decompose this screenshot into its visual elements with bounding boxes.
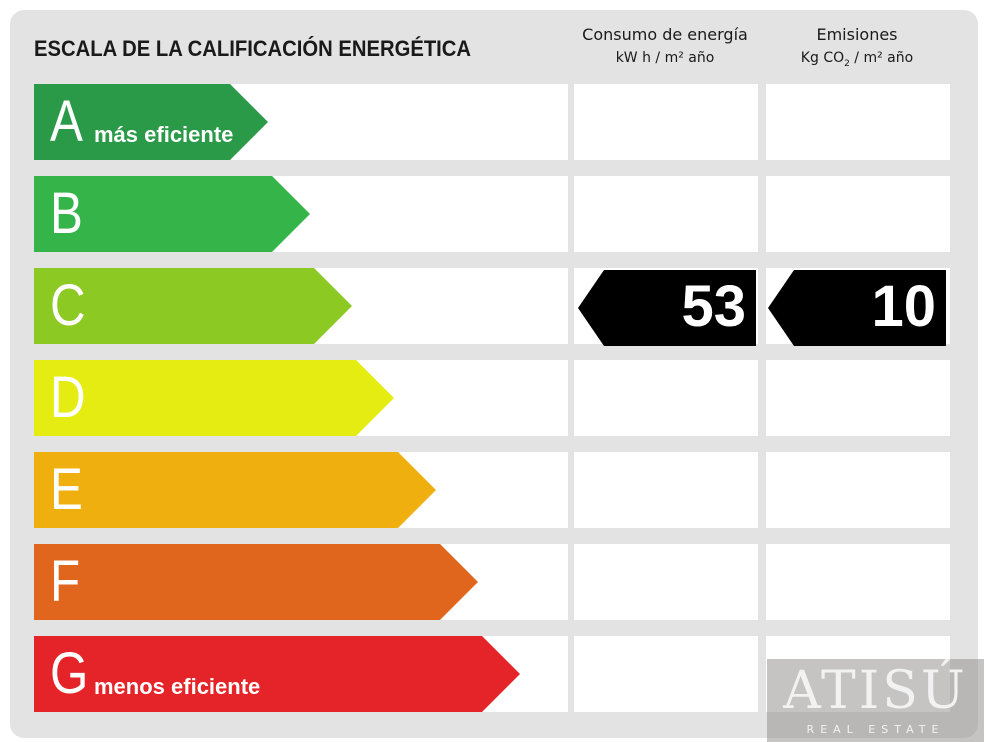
- rating-letter: B: [50, 181, 83, 246]
- emissions-value-marker-text: 10: [871, 274, 936, 339]
- rating-arrow-d: D: [34, 360, 394, 436]
- energy-value-marker-text: 53: [681, 274, 746, 339]
- rating-letter: A: [50, 89, 83, 154]
- energy-column-label: Consumo de energía: [582, 25, 748, 44]
- energy-cell-d: [574, 360, 758, 436]
- energy-cell-a: [574, 84, 758, 160]
- rating-letter: D: [50, 365, 86, 430]
- emissions-column-unit: Kg CO2 / m² año: [800, 50, 914, 69]
- emissions-cell-f: [766, 544, 950, 620]
- rating-letter: F: [50, 549, 81, 614]
- rating-letter: E: [50, 457, 83, 522]
- energy-cell-b: [574, 176, 758, 252]
- brand-name: ATISÚ: [783, 661, 968, 721]
- emissions-value-marker: 10: [768, 270, 946, 346]
- rating-arrow-c: C: [34, 268, 352, 344]
- energy-column-unit: kW h / m² año: [615, 50, 715, 66]
- emissions-cell-b: [766, 176, 950, 252]
- rating-sublabel: más eficiente: [94, 122, 234, 147]
- rating-arrow-e: E: [34, 452, 436, 528]
- rating-arrow-b: B: [34, 176, 310, 252]
- energy-cell-e: [574, 452, 758, 528]
- brand-tagline: REAL ESTATE: [806, 723, 945, 736]
- energy-cell-g: [574, 636, 758, 712]
- energy-cell-f: [574, 544, 758, 620]
- brand-logo: ATISÚ REAL ESTATE: [767, 659, 984, 742]
- rating-arrow-f: F: [34, 544, 478, 620]
- emissions-cell-a: [766, 84, 950, 160]
- rating-letter: G: [50, 641, 89, 706]
- energy-column-header: Consumo de energía kW h / m² año: [572, 24, 758, 70]
- rating-sublabel: menos eficiente: [94, 674, 261, 699]
- emissions-column-label: Emisiones: [816, 25, 898, 44]
- emissions-cell-d: [766, 360, 950, 436]
- emissions-cell-e: [766, 452, 950, 528]
- emissions-column-header: Emisiones Kg CO2 / m² año: [764, 24, 950, 76]
- rating-letter: C: [50, 273, 86, 338]
- energy-value-marker: 53: [578, 270, 756, 346]
- page-title: ESCALA DE LA CALIFICACIÓN ENERGÉTICA: [34, 36, 472, 61]
